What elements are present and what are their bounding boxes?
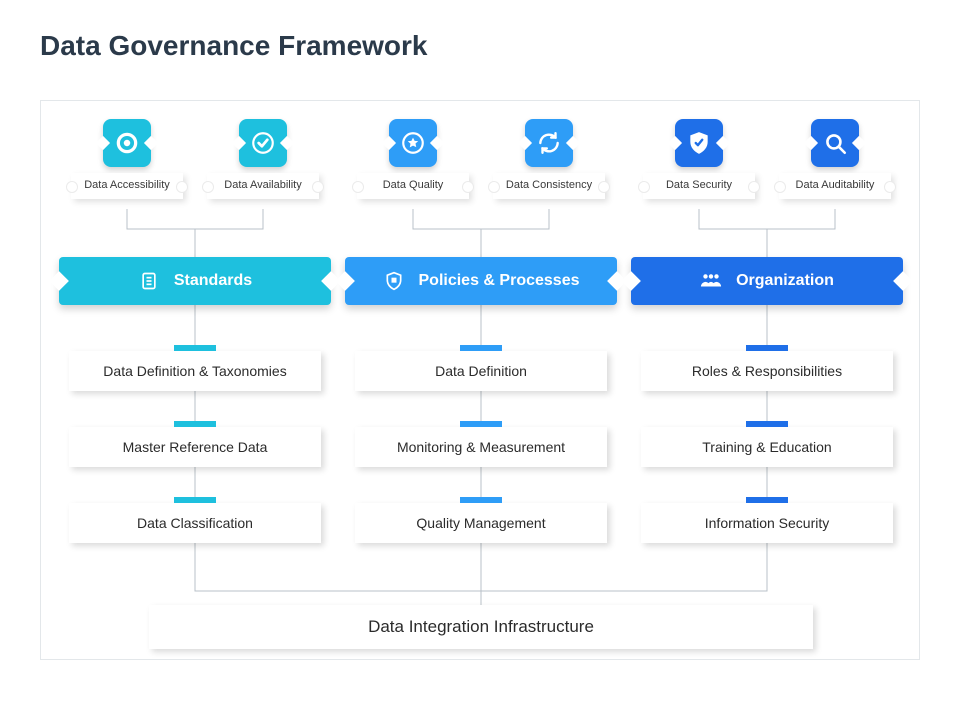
- badge-data-availability: Data Availability: [203, 119, 323, 199]
- list-item: Master Reference Data: [69, 427, 321, 467]
- list-item: Training & Education: [641, 427, 893, 467]
- shield-check-icon: [675, 119, 723, 167]
- badge-data-accessibility: Data Accessibility: [67, 119, 187, 199]
- pillar-policies: Policies & Processes: [345, 257, 617, 305]
- list-item: Data Definition & Taxonomies: [69, 351, 321, 391]
- pillar-label: Policies & Processes: [419, 272, 580, 290]
- badge-data-quality: Data Quality: [353, 119, 473, 199]
- badge-label: Data Availability: [207, 173, 319, 199]
- badge-label: Data Security: [643, 173, 755, 199]
- badge-label: Data Consistency: [493, 173, 605, 199]
- badge-data-auditability: Data Auditability: [775, 119, 895, 199]
- list-item: Data Classification: [69, 503, 321, 543]
- list-item: Information Security: [641, 503, 893, 543]
- column-organization: Data Security Data Auditability Organiza…: [631, 101, 903, 659]
- people-icon: [700, 270, 722, 292]
- clipboard-icon: [138, 270, 160, 292]
- list-item: Data Definition: [355, 351, 607, 391]
- badge-data-security: Data Security: [639, 119, 759, 199]
- badge-data-consistency: Data Consistency: [489, 119, 609, 199]
- star-circle-icon: [389, 119, 437, 167]
- pillar-label: Standards: [174, 272, 252, 290]
- page-title: Data Governance Framework: [0, 0, 960, 62]
- pillar-organization: Organization: [631, 257, 903, 305]
- pillar-label: Organization: [736, 272, 834, 290]
- magnify-icon: [811, 119, 859, 167]
- badge-label: Data Quality: [357, 173, 469, 199]
- column-policies: Data Quality Data Consistency Policies &…: [345, 101, 617, 659]
- pillar-standards: Standards: [59, 257, 331, 305]
- diagram-frame: Data Accessibility Data Availability Sta…: [40, 100, 920, 660]
- check-circle-icon: [239, 119, 287, 167]
- list-item: Roles & Responsibilities: [641, 351, 893, 391]
- list-item: Monitoring & Measurement: [355, 427, 607, 467]
- shield-disk-icon: [383, 270, 405, 292]
- sync-icon: [525, 119, 573, 167]
- column-standards: Data Accessibility Data Availability Sta…: [59, 101, 331, 659]
- ring-icon: [103, 119, 151, 167]
- badge-label: Data Auditability: [779, 173, 891, 199]
- footer-bar: Data Integration Infrastructure: [149, 605, 813, 649]
- badge-label: Data Accessibility: [71, 173, 183, 199]
- list-item: Quality Management: [355, 503, 607, 543]
